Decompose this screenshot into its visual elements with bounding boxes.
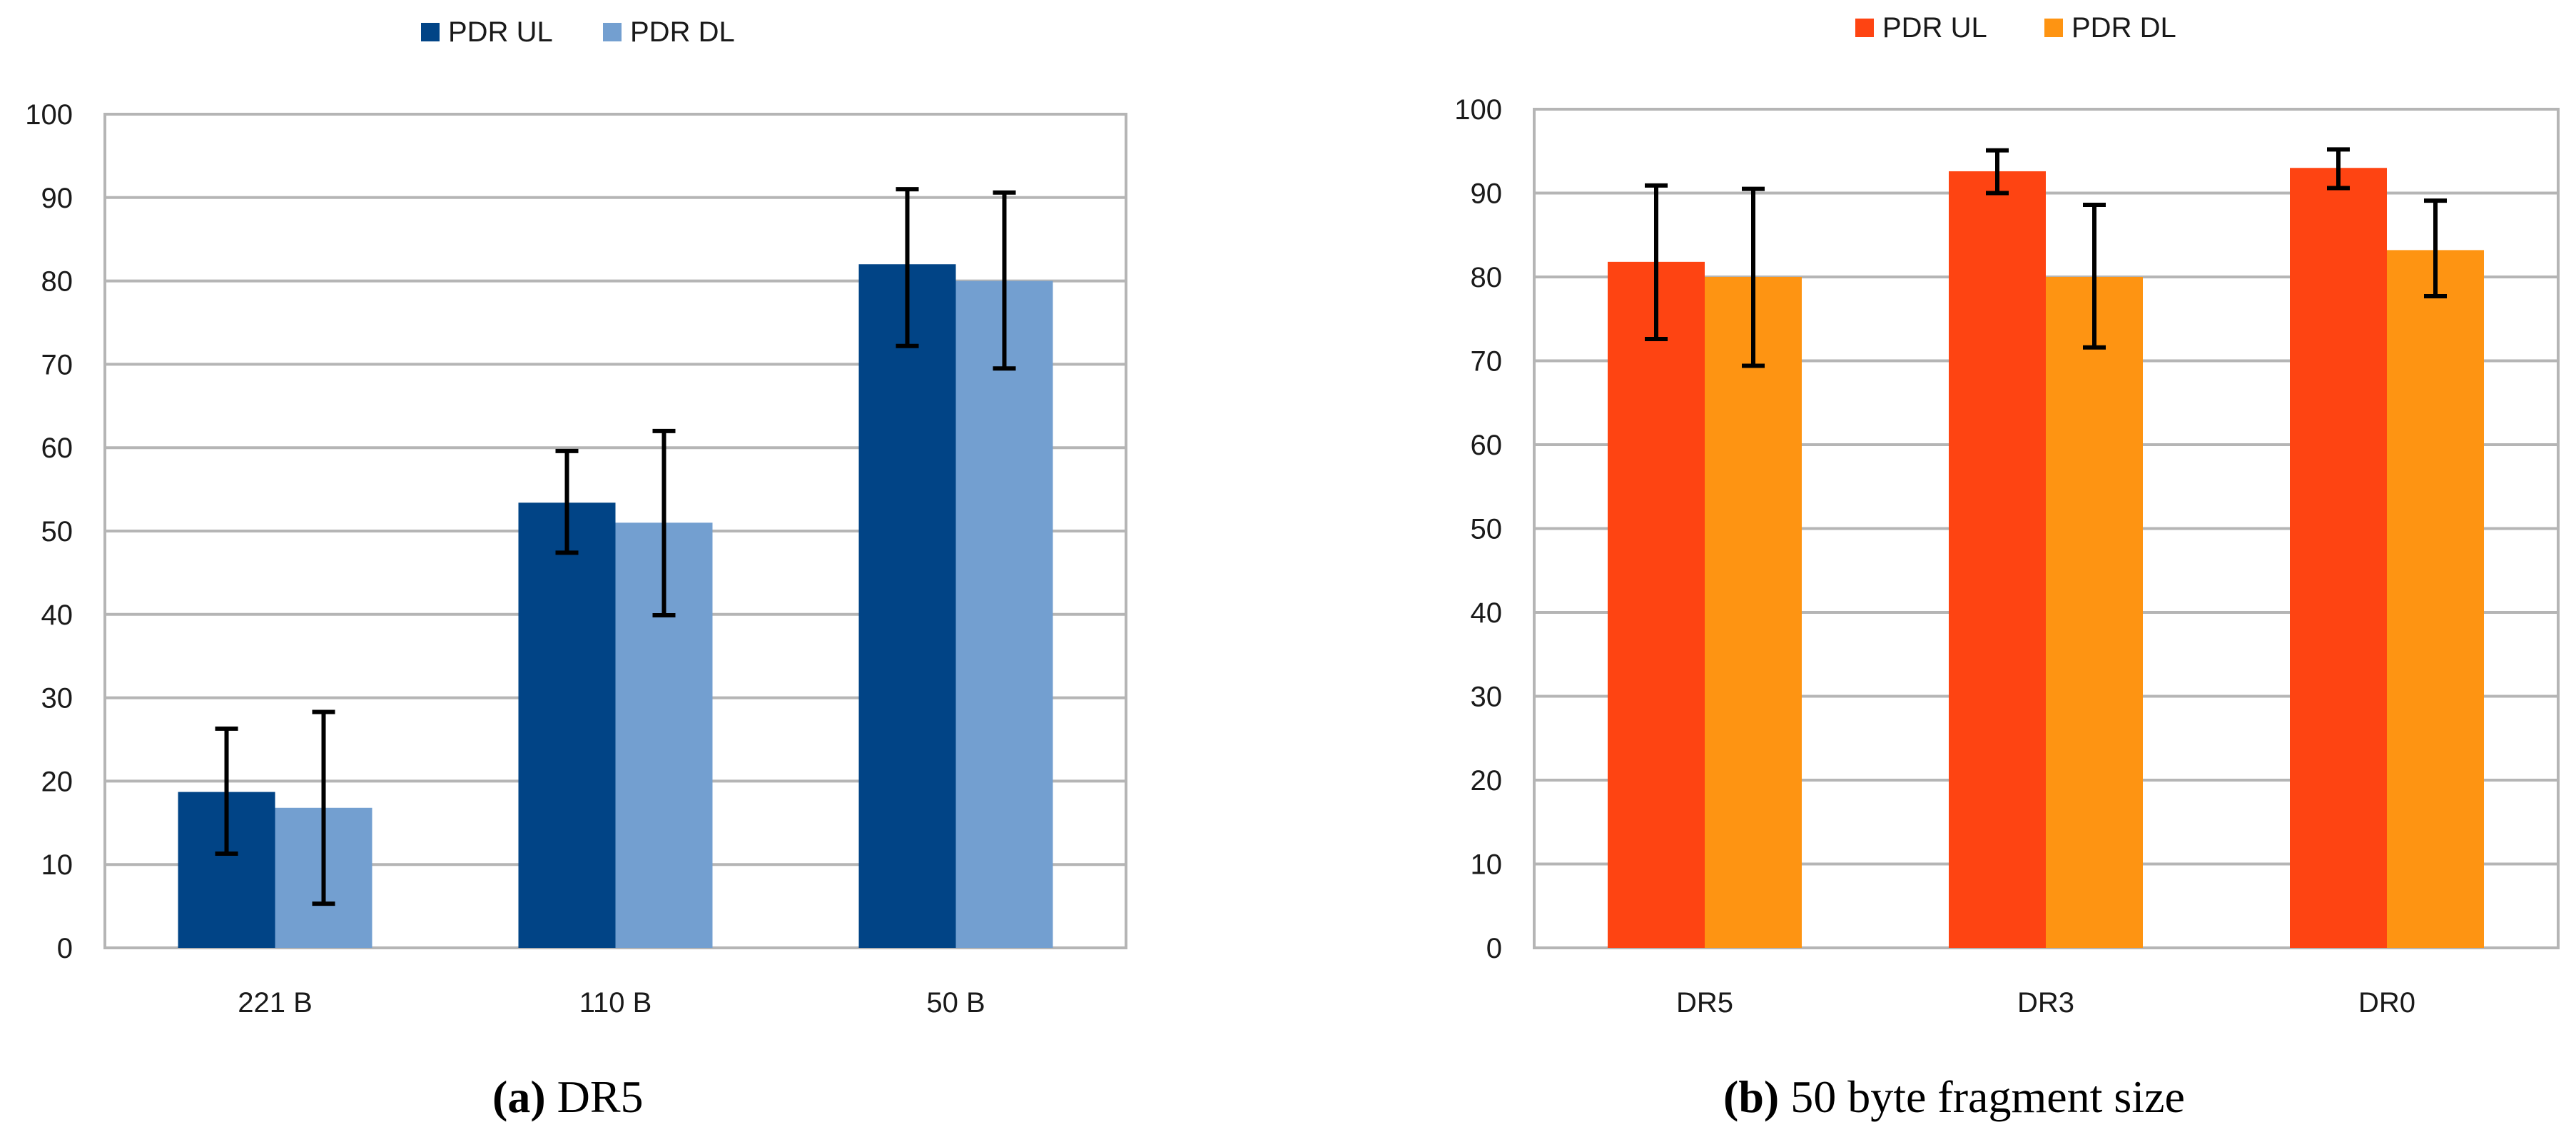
y-tick-label: 50 <box>41 516 73 547</box>
x-tick-label: DR3 <box>2017 987 2074 1019</box>
legend-swatch <box>2044 19 2063 37</box>
y-tick-label: 20 <box>1471 765 1503 797</box>
bar <box>1705 277 1802 948</box>
caption-b-label: (b) <box>1723 1071 1780 1122</box>
bar <box>2387 250 2484 948</box>
legend-label: PDR DL <box>630 16 735 48</box>
bar <box>1608 261 1705 949</box>
legend-label: PDR UL <box>448 16 553 48</box>
y-tick-label: 90 <box>1471 178 1503 210</box>
caption-a-text: DR5 <box>557 1071 644 1122</box>
x-tick-label: DR5 <box>1676 987 1733 1019</box>
caption-b: (b) 50 byte fragment size <box>1723 1071 2185 1123</box>
caption-a-label: (a) <box>492 1071 546 1122</box>
y-tick-label: 20 <box>41 766 73 797</box>
x-tick-label: DR0 <box>2358 987 2415 1019</box>
y-tick-label: 30 <box>1471 682 1503 713</box>
bar <box>2046 277 2143 948</box>
y-tick-label: 50 <box>1471 514 1503 545</box>
x-tick-label: 50 B <box>926 987 985 1019</box>
y-tick-label: 40 <box>41 600 73 631</box>
y-tick-label: 30 <box>41 683 73 714</box>
bar <box>955 281 1053 949</box>
y-tick-label: 60 <box>1471 430 1503 461</box>
y-tick-label: 100 <box>25 99 73 131</box>
legend-label: PDR DL <box>2072 12 2176 44</box>
y-tick-label: 80 <box>41 266 73 298</box>
y-tick-label: 40 <box>1471 597 1503 629</box>
y-tick-label: 100 <box>1454 94 1502 126</box>
chart-panel-a: 0 10 20 30 40 50 60 70 80 90 100 221 B 110 B 50 B PDR … <box>25 16 1127 1019</box>
y-tick-label: 10 <box>41 849 73 881</box>
y-tick-label: 80 <box>1471 262 1503 293</box>
legend-swatch <box>603 23 622 41</box>
legend-swatch <box>1855 19 1874 37</box>
y-tick-label: 70 <box>41 349 73 380</box>
caption-a: (a) DR5 <box>492 1071 644 1123</box>
caption-b-text: 50 byte fragment size <box>1790 1071 2185 1122</box>
bar <box>858 264 956 948</box>
y-tick-label: 60 <box>41 433 73 464</box>
bar <box>2290 168 2387 948</box>
x-tick-label: 110 B <box>579 987 652 1019</box>
legend-swatch <box>421 23 440 41</box>
y-tick-label: 90 <box>41 183 73 214</box>
legend-label: PDR UL <box>1882 12 1987 44</box>
y-tick-label: 0 <box>57 933 73 964</box>
x-tick-label: 221 B <box>238 987 313 1019</box>
bar <box>518 502 616 948</box>
chart-panel-b: 0 10 20 30 40 50 60 70 80 90 100 DR5 DR3 DR0 PDR UL PDR… <box>1454 12 2560 1019</box>
bar <box>1949 171 2046 949</box>
y-tick-label: 0 <box>1486 933 1502 964</box>
y-tick-label: 70 <box>1471 346 1503 378</box>
y-tick-label: 10 <box>1471 849 1503 881</box>
